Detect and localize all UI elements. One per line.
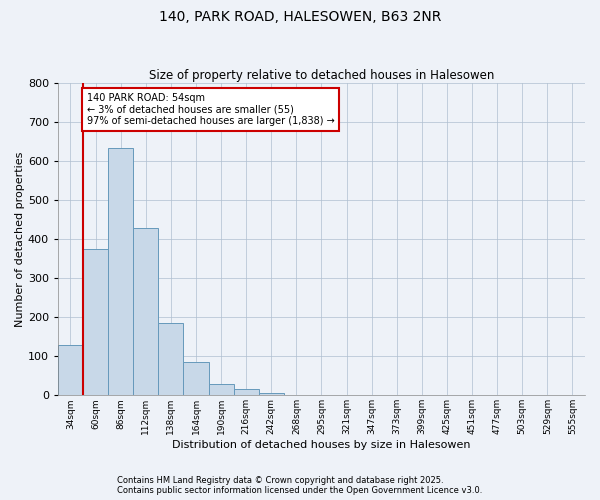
Bar <box>184 362 209 396</box>
Bar <box>108 148 133 396</box>
Bar <box>233 390 259 396</box>
Text: 140 PARK ROAD: 54sqm
← 3% of detached houses are smaller (55)
97% of semi-detach: 140 PARK ROAD: 54sqm ← 3% of detached ho… <box>87 93 335 126</box>
Text: Contains HM Land Registry data © Crown copyright and database right 2025.
Contai: Contains HM Land Registry data © Crown c… <box>118 476 482 495</box>
Text: 140, PARK ROAD, HALESOWEN, B63 2NR: 140, PARK ROAD, HALESOWEN, B63 2NR <box>159 10 441 24</box>
Bar <box>83 249 108 396</box>
Bar <box>259 394 284 396</box>
Bar <box>158 323 184 396</box>
Y-axis label: Number of detached properties: Number of detached properties <box>15 152 25 327</box>
Bar <box>58 344 83 396</box>
X-axis label: Distribution of detached houses by size in Halesowen: Distribution of detached houses by size … <box>172 440 471 450</box>
Bar <box>284 394 309 396</box>
Title: Size of property relative to detached houses in Halesowen: Size of property relative to detached ho… <box>149 69 494 82</box>
Bar <box>209 384 233 396</box>
Bar <box>133 228 158 396</box>
